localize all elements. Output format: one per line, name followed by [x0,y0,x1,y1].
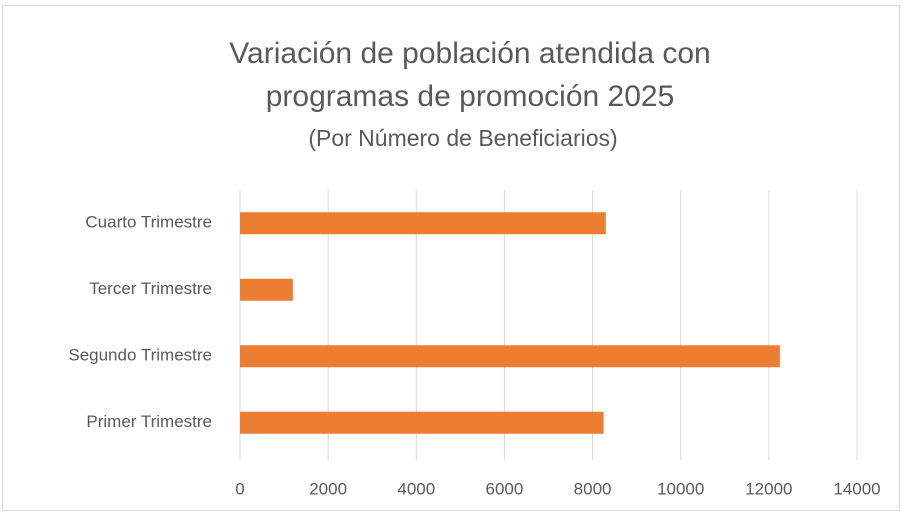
x-tick-label: 2000 [309,479,347,498]
bar [240,411,604,434]
chart-subtitle: (Por Número de Beneficiarios) [308,125,617,151]
x-tick-label: 12000 [745,479,792,498]
x-tick-label: 4000 [397,479,435,498]
x-tick-label: 6000 [486,479,524,498]
chart-title-line: programas de promoción 2025 [266,80,675,113]
y-tick-label: Tercer Trimestre [89,279,212,298]
bar [240,345,780,368]
y-tick-label: Primer Trimestre [86,412,212,431]
chart-title-line: Variación de población atendida con [229,37,710,70]
y-tick-label: Segundo Trimestre [68,346,212,365]
x-tick-label: 0 [235,479,244,498]
bar [240,278,293,301]
x-tick-label: 14000 [833,479,880,498]
bar [240,212,606,235]
y-tick-label: Cuarto Trimestre [85,213,212,232]
x-tick-label: 10000 [657,479,704,498]
x-tick-label: 8000 [574,479,612,498]
